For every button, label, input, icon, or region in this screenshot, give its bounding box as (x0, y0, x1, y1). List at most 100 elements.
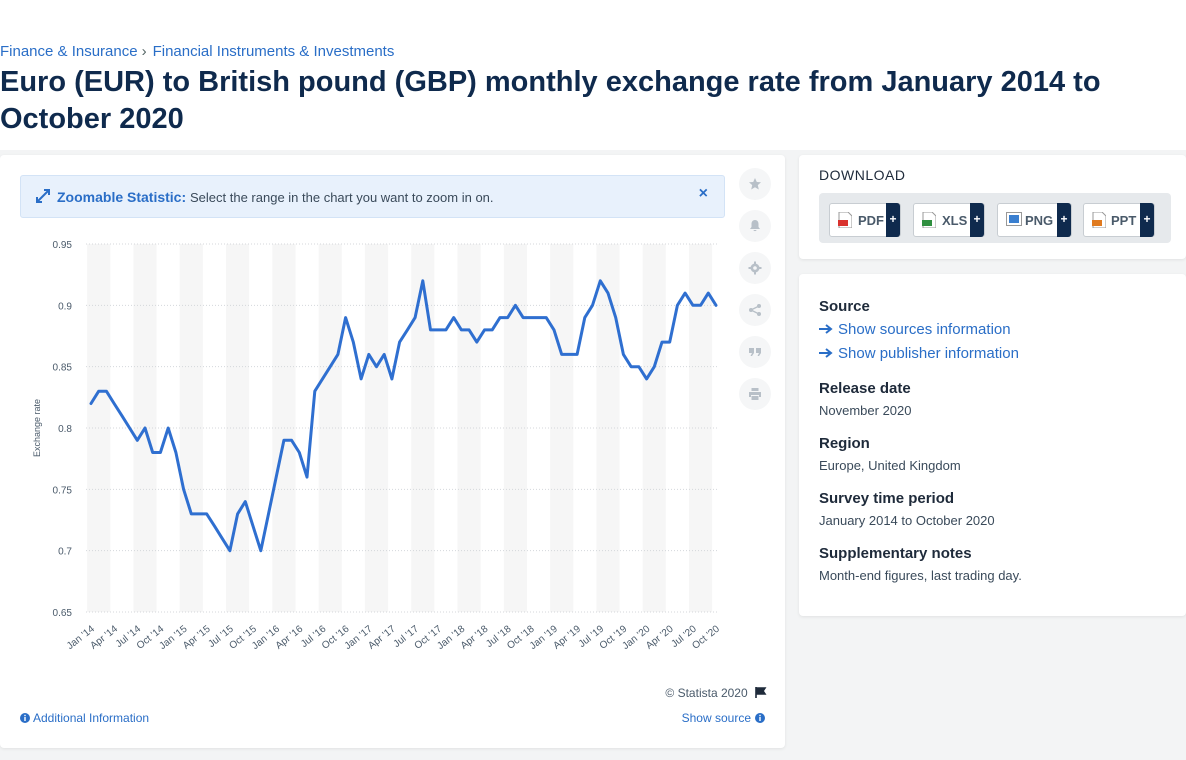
x-tick-label: Apr '18 (459, 623, 491, 651)
data-point (189, 512, 193, 516)
region-heading: Region (819, 435, 870, 452)
copyright: © Statista 2020 (665, 686, 767, 700)
show-publisher-link[interactable]: Show publisher information (819, 345, 1019, 362)
column-band (272, 244, 296, 612)
data-point (174, 451, 178, 455)
data-point (321, 377, 325, 381)
download-png-button[interactable]: PNG + (997, 203, 1072, 237)
cite-button[interactable] (739, 336, 771, 368)
x-tick-label: Apr '14 (88, 623, 120, 651)
data-point (583, 316, 587, 320)
print-icon (749, 388, 761, 400)
data-point (629, 365, 633, 369)
data-point (135, 438, 139, 442)
download-title: DOWNLOAD (819, 167, 906, 183)
close-icon[interactable]: × (698, 185, 708, 202)
data-point (344, 316, 348, 320)
data-point (537, 316, 541, 320)
x-tick-label: Apr '15 (181, 623, 213, 651)
quote-icon (749, 348, 761, 356)
x-tick-label: Apr '16 (274, 623, 306, 651)
data-point (213, 524, 217, 528)
data-point (328, 365, 332, 369)
data-point (297, 451, 301, 455)
y-tick-label: 0.9 (58, 301, 72, 312)
data-point (675, 303, 679, 307)
ppt-file-icon (1092, 212, 1106, 228)
share-button[interactable] (739, 294, 771, 326)
info-icon (20, 713, 30, 723)
data-point (614, 316, 618, 320)
xls-file-icon (922, 212, 936, 228)
data-point (467, 328, 471, 332)
data-point (359, 377, 363, 381)
data-point (645, 377, 649, 381)
y-tick-label: 0.75 (53, 485, 73, 496)
plus-icon: + (1140, 203, 1154, 237)
data-point (637, 365, 641, 369)
data-point (513, 303, 517, 307)
y-tick-label: 0.65 (53, 608, 73, 619)
bell-icon (750, 220, 760, 232)
release-date-value: November 2020 (819, 403, 912, 418)
data-point (166, 426, 170, 430)
download-ppt-label: PPT (1111, 213, 1137, 228)
data-point (691, 303, 695, 307)
y-tick-label: 0.85 (53, 363, 73, 374)
zoom-notice: Zoomable Statistic: Select the range in … (20, 175, 725, 218)
survey-period-heading: Survey time period (819, 490, 955, 507)
notification-button[interactable] (739, 210, 771, 242)
data-point (251, 524, 255, 528)
data-point (367, 352, 371, 356)
release-date-heading: Release date (819, 380, 911, 397)
breadcrumb-item-finance[interactable]: Finance & Insurance (0, 43, 138, 60)
plus-icon: + (970, 203, 984, 237)
y-axis-label: Exchange rate (32, 399, 42, 457)
y-tick-label: 0.8 (58, 424, 72, 435)
data-point (274, 475, 278, 479)
star-icon (749, 178, 761, 190)
supplementary-notes-heading: Supplementary notes (819, 545, 972, 562)
data-point (552, 328, 556, 332)
data-point (444, 328, 448, 332)
survey-period-value: January 2014 to October 2020 (819, 513, 995, 528)
chart-toolbar (739, 168, 771, 420)
x-tick-label: Apr '19 (551, 623, 583, 651)
data-point (375, 365, 379, 369)
download-xls-button[interactable]: XLS + (913, 203, 985, 237)
series-line (89, 279, 718, 553)
zoom-title: Zoomable Statistic: (57, 189, 187, 205)
data-point (683, 291, 687, 295)
data-point (390, 377, 394, 381)
breadcrumb-item-investments[interactable]: Financial Instruments & Investments (152, 43, 395, 60)
flag-icon[interactable] (755, 687, 767, 698)
data-point (567, 352, 571, 356)
download-pdf-button[interactable]: PDF + (829, 203, 901, 237)
data-point (560, 352, 564, 356)
data-point (699, 303, 703, 307)
data-point (290, 438, 294, 442)
header-band (0, 0, 1186, 150)
data-point (606, 291, 610, 295)
data-point (483, 328, 487, 332)
expand-icon (36, 189, 50, 203)
download-ppt-button[interactable]: PPT + (1083, 203, 1155, 237)
additional-info-link[interactable]: Additional Information (20, 711, 149, 725)
show-publisher-label: Show publisher information (838, 345, 1019, 362)
data-point (267, 512, 271, 516)
settings-button[interactable] (739, 252, 771, 284)
data-point (182, 487, 186, 491)
show-sources-link[interactable]: Show sources information (819, 321, 1011, 338)
show-source-label: Show source (681, 711, 751, 725)
data-point (220, 536, 224, 540)
data-point (351, 340, 355, 344)
data-point (336, 352, 340, 356)
show-source-link[interactable]: Show source (682, 711, 765, 725)
column-band (457, 244, 481, 612)
plus-icon: + (886, 203, 900, 237)
favorite-button[interactable] (739, 168, 771, 200)
page-title: Euro (EUR) to British pound (GBP) monthl… (0, 66, 1101, 135)
print-button[interactable] (739, 378, 771, 410)
data-point (490, 328, 494, 332)
